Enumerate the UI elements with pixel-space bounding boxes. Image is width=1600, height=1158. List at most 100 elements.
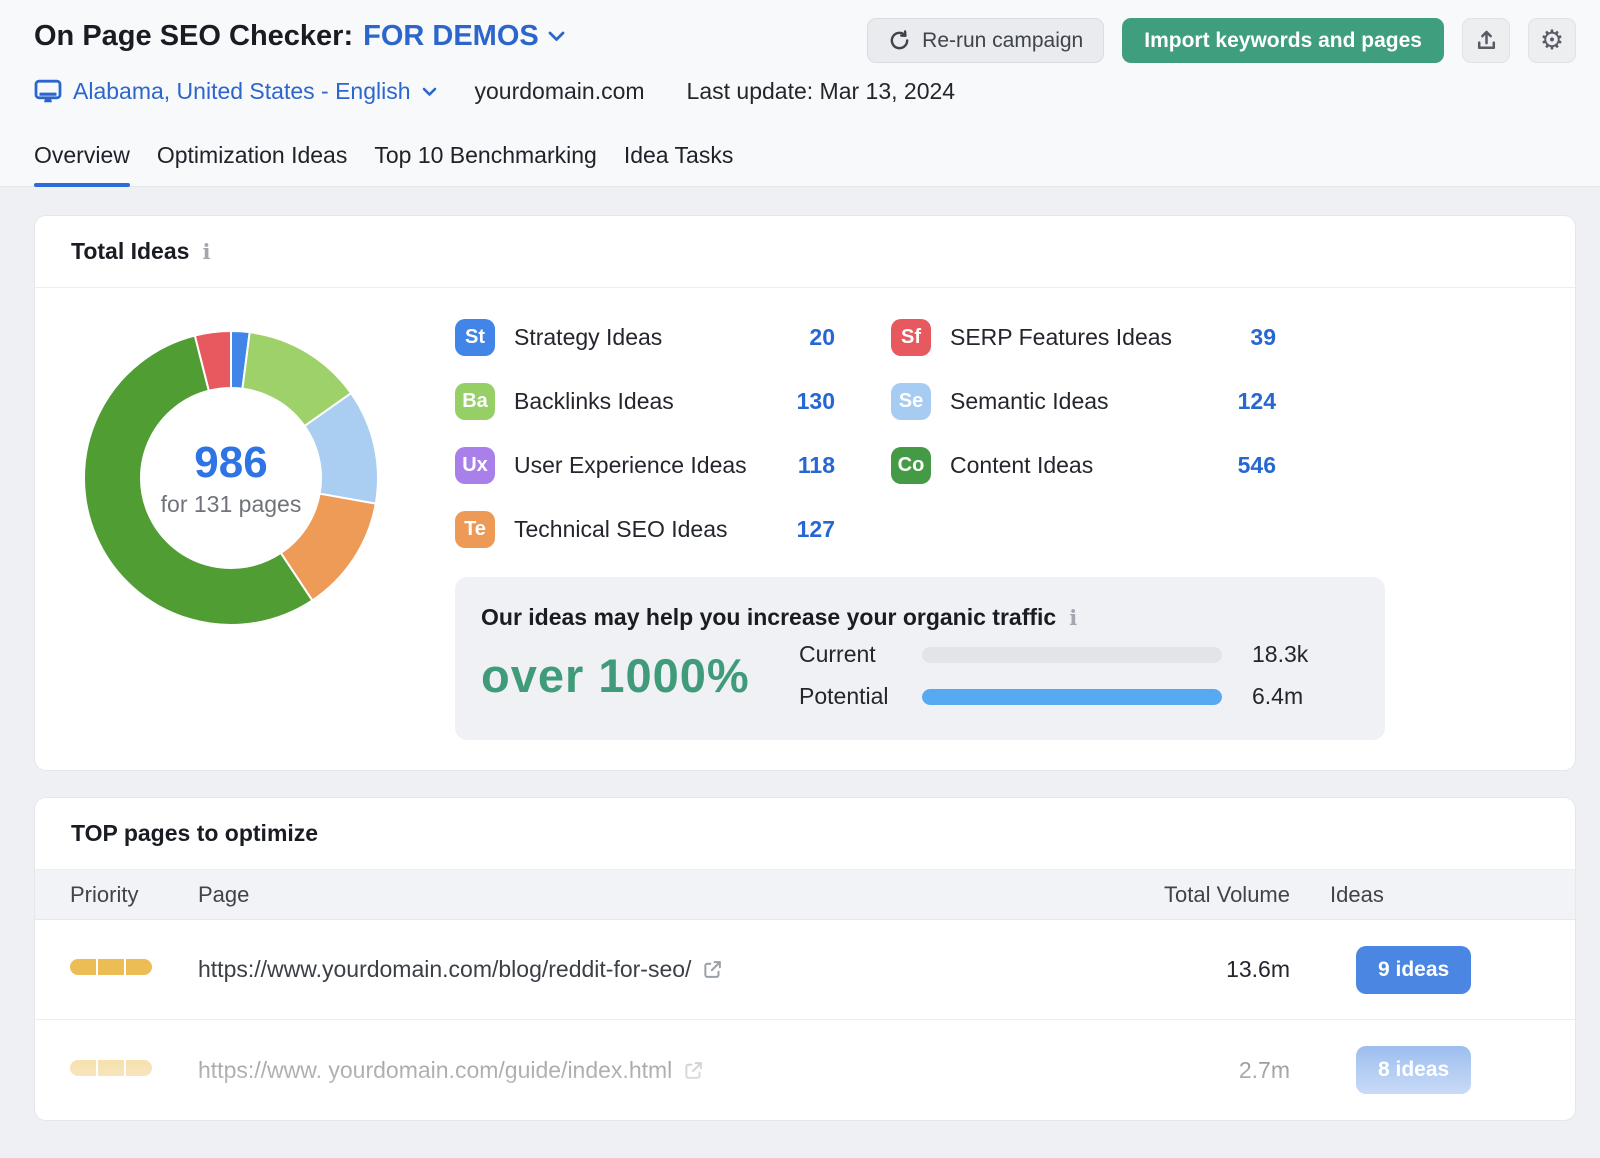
legend-label: SERP Features Ideas [950,324,1173,350]
potential-traffic-label: Potential [799,683,889,709]
rerun-campaign-label: Re-run campaign [922,28,1084,52]
chevron-down-icon [548,31,565,42]
ideas-legend: St Strategy Ideas 20 Ba Backlinks Ideas … [455,319,1539,575]
tab-idea-tasks[interactable]: Idea Tasks [623,142,734,168]
donut-svg [83,329,379,626]
current-traffic-row: Current 18.3k [799,641,1359,668]
legend-column-left: St Strategy Ideas 20 Ba Backlinks Ideas … [455,319,835,575]
tab-optimization-ideas[interactable]: Optimization Ideas [156,142,348,168]
column-header-priority: Priority [70,881,139,907]
legend-item-user-experience: Ux User Experience Ideas 118 [455,447,835,484]
donut-segment-content-ideas [83,334,314,626]
tab-top-10-benchmarking[interactable]: Top 10 Benchmarking [374,142,597,168]
total-ideas-title: Total Ideas [71,238,190,264]
legend-item-strategy: St Strategy Ideas 20 [455,319,835,356]
category-badge-se: Se [891,383,931,420]
priority-indicator [70,1059,152,1076]
import-keywords-button[interactable]: Import keywords and pages [1122,18,1444,63]
last-update-text: Last update: Mar 13, 2024 [686,78,956,104]
tab-overview[interactable]: Overview [34,142,130,187]
top-pages-card: TOP pages to optimize Priority Page Tota… [34,797,1576,1121]
table-row: https://www. yourdomain.com/guide/index.… [35,1020,1575,1120]
column-header-total-volume: Total Volume [1164,881,1290,907]
chevron-down-icon [422,87,437,97]
potential-traffic-bar [922,688,1222,705]
category-badge-sf: Sf [891,319,931,356]
top-pages-table-header: Priority Page Total Volume Ideas [35,870,1575,920]
legend-item-backlinks: Ba Backlinks Ideas 130 [455,383,835,420]
main-content: Total Ideas ℹ 986 for 131 pages St [0,187,1600,1121]
export-button[interactable] [1462,18,1510,63]
category-badge-st: St [455,319,495,356]
legend-label: Technical SEO Ideas [514,516,728,542]
legend-count[interactable]: 130 [796,388,835,414]
column-header-page: Page [198,881,250,907]
legend-item-technical-seo: Te Technical SEO Ideas 127 [455,511,835,548]
page-title-text: On Page SEO Checker: [34,20,354,52]
legend-count[interactable]: 124 [1237,388,1276,414]
current-traffic-label: Current [799,641,876,667]
column-header-ideas: Ideas [1330,881,1384,907]
tab-bar: Overview Optimization Ideas Top 10 Bench… [34,142,1576,187]
campaign-meta-row: Alabama, United States - English yourdom… [34,78,1576,105]
page-url[interactable]: https://www. yourdomain.com/guide/index.… [198,1056,673,1083]
legend-label: User Experience Ideas [514,452,747,478]
external-link-icon[interactable] [683,1060,704,1081]
total-ideas-card-header: Total Ideas ℹ [35,216,1575,288]
traffic-bars: Current 18.3k Potential 6.4m [799,641,1359,710]
external-link-icon[interactable] [702,959,723,980]
organic-traffic-panel: Our ideas may help you increase your org… [455,577,1385,740]
upload-icon [1474,28,1499,53]
organic-traffic-title: Our ideas may help you increase your org… [481,604,1057,630]
traffic-increase-highlight: over 1000% [481,649,750,702]
legend-label: Content Ideas [950,452,1094,478]
priority-indicator [70,959,152,975]
legend-count[interactable]: 127 [796,516,835,542]
total-ideas-card: Total Ideas ℹ 986 for 131 pages St [34,215,1576,771]
total-ideas-donut-chart: 986 for 131 pages [83,329,379,626]
page-url[interactable]: https://www.yourdomain.com/blog/reddit-f… [198,956,692,982]
total-volume-value: 13.6m [1226,956,1290,982]
legend-label: Semantic Ideas [950,388,1109,414]
table-row: https://www.yourdomain.com/blog/reddit-f… [35,920,1575,1020]
page-title: On Page SEO Checker: FOR DEMOS [34,20,565,53]
location-language-label: Alabama, United States - English [73,78,411,104]
campaign-domain: yourdomain.com [474,78,645,104]
campaign-selector[interactable]: FOR DEMOS [363,20,565,53]
legend-label: Backlinks Ideas [514,388,674,414]
refresh-icon [888,29,911,52]
current-traffic-bar [922,646,1222,663]
category-badge-ba: Ba [455,383,495,420]
total-volume-value: 2.7m [1238,1056,1290,1083]
current-traffic-value: 18.3k [1252,641,1309,667]
legend-label: Strategy Ideas [514,324,663,350]
location-language-selector[interactable]: Alabama, United States - English [34,78,437,105]
gear-icon: ⚙ [1539,25,1565,56]
legend-item-content: Co Content Ideas 546 [891,447,1276,484]
category-badge-co: Co [891,447,931,484]
potential-traffic-row: Potential 6.4m [799,683,1359,710]
campaign-name: FOR DEMOS [363,20,539,52]
import-keywords-label: Import keywords and pages [1144,28,1422,52]
legend-item-serp-features: Sf SERP Features Ideas 39 [891,319,1276,356]
legend-count[interactable]: 118 [797,452,835,478]
potential-traffic-value: 6.4m [1252,683,1304,709]
legend-count[interactable]: 20 [809,324,835,350]
donut-segment-serp-features-ideas [193,329,232,392]
header-actions: Re-run campaign Import keywords and page… [867,18,1576,63]
info-icon[interactable]: ℹ [202,239,211,264]
legend-count[interactable]: 546 [1237,452,1276,478]
rerun-campaign-button[interactable]: Re-run campaign [867,18,1105,63]
ideas-count-button[interactable]: 8 ideas [1356,1046,1472,1094]
legend-column-right: Sf SERP Features Ideas 39 Se Semantic Id… [891,319,1276,575]
info-icon[interactable]: ℹ [1069,605,1078,630]
settings-button[interactable]: ⚙ [1528,18,1576,63]
top-pages-card-header: TOP pages to optimize [35,798,1575,870]
top-pages-title: TOP pages to optimize [71,820,319,846]
category-badge-te: Te [455,511,495,548]
category-badge-ux: Ux [455,447,495,484]
legend-item-semantic: Se Semantic Ideas 124 [891,383,1276,420]
ideas-count-button[interactable]: 9 ideas [1356,945,1472,994]
legend-count[interactable]: 39 [1250,324,1276,350]
